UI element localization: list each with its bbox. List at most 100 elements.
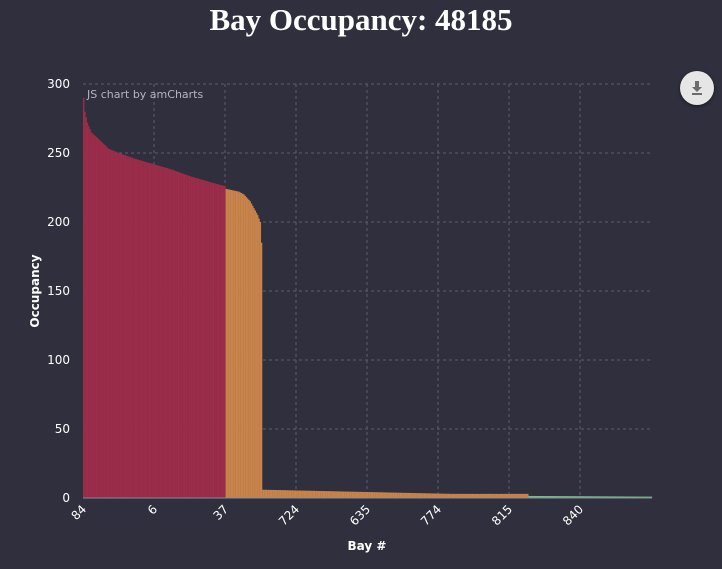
bar[interactable] xyxy=(132,158,134,498)
bar[interactable] xyxy=(643,496,645,498)
bar[interactable] xyxy=(520,493,523,498)
bar[interactable] xyxy=(190,176,192,498)
bar[interactable] xyxy=(435,493,437,499)
bar[interactable] xyxy=(277,490,279,498)
bar[interactable] xyxy=(272,489,274,498)
bar[interactable] xyxy=(465,493,467,498)
bar[interactable] xyxy=(641,496,644,498)
bar[interactable] xyxy=(417,493,419,498)
bar[interactable] xyxy=(178,172,181,498)
bar[interactable] xyxy=(303,490,306,498)
bar[interactable] xyxy=(554,496,557,498)
bar[interactable] xyxy=(291,490,293,498)
bar[interactable] xyxy=(605,496,607,498)
bar[interactable] xyxy=(296,490,298,498)
bar[interactable] xyxy=(523,493,525,498)
bar[interactable] xyxy=(513,493,515,498)
bar[interactable] xyxy=(84,111,86,498)
bar[interactable] xyxy=(122,154,124,498)
bar[interactable] xyxy=(239,192,241,498)
bar[interactable] xyxy=(625,496,627,498)
bar[interactable] xyxy=(596,496,598,498)
bar[interactable] xyxy=(210,182,212,498)
bar[interactable] xyxy=(125,155,128,498)
bar[interactable] xyxy=(509,493,511,498)
bar[interactable] xyxy=(450,493,452,498)
bar[interactable] xyxy=(89,129,91,498)
bar[interactable] xyxy=(389,492,391,498)
bar[interactable] xyxy=(156,165,158,498)
bar[interactable] xyxy=(384,492,386,498)
bar[interactable] xyxy=(397,492,399,498)
bar[interactable] xyxy=(542,496,544,498)
bar[interactable] xyxy=(209,181,211,499)
bar[interactable] xyxy=(346,491,349,498)
bar[interactable] xyxy=(582,496,585,498)
bar[interactable] xyxy=(379,492,381,498)
bar[interactable] xyxy=(214,183,216,499)
bar[interactable] xyxy=(576,496,578,498)
bar[interactable] xyxy=(553,496,555,498)
bar[interactable] xyxy=(407,492,409,498)
bar[interactable] xyxy=(316,490,318,498)
bar[interactable] xyxy=(334,491,336,498)
bar[interactable] xyxy=(485,493,487,498)
bar[interactable] xyxy=(530,495,533,498)
bar[interactable] xyxy=(591,496,593,498)
bar[interactable] xyxy=(149,163,152,499)
bar[interactable] xyxy=(315,490,317,498)
bar[interactable] xyxy=(137,159,139,498)
bar[interactable] xyxy=(443,493,446,498)
bar[interactable] xyxy=(119,153,121,498)
bar[interactable] xyxy=(142,161,144,498)
bar[interactable] xyxy=(279,490,282,498)
bar[interactable] xyxy=(108,148,110,499)
bar[interactable] xyxy=(223,185,225,498)
bar[interactable] xyxy=(626,496,629,498)
bar[interactable] xyxy=(424,493,427,498)
bar[interactable] xyxy=(331,491,333,498)
bar[interactable] xyxy=(375,492,378,498)
bar[interactable] xyxy=(248,199,250,499)
bar[interactable] xyxy=(288,490,291,498)
bar[interactable] xyxy=(549,496,552,498)
bar[interactable] xyxy=(480,493,482,498)
bar[interactable] xyxy=(631,496,634,498)
bar[interactable] xyxy=(260,242,263,498)
bar[interactable] xyxy=(636,496,639,498)
bar[interactable] xyxy=(533,495,535,498)
bar[interactable] xyxy=(585,496,587,498)
bar[interactable] xyxy=(335,491,337,498)
bar[interactable] xyxy=(461,493,463,498)
bar[interactable] xyxy=(264,489,267,498)
bar[interactable] xyxy=(135,159,138,498)
bar[interactable] xyxy=(93,134,95,498)
bar[interactable] xyxy=(500,493,503,498)
bar[interactable] xyxy=(148,162,151,498)
bar[interactable] xyxy=(330,491,332,498)
bar[interactable] xyxy=(230,189,233,499)
bar[interactable] xyxy=(649,496,651,498)
bar[interactable] xyxy=(168,168,171,498)
bar[interactable] xyxy=(528,495,530,498)
bar[interactable] xyxy=(527,493,529,498)
bar[interactable] xyxy=(645,496,648,498)
bar[interactable] xyxy=(123,154,125,498)
bar[interactable] xyxy=(398,492,400,498)
bar[interactable] xyxy=(609,496,611,498)
bar[interactable] xyxy=(267,489,269,498)
bar[interactable] xyxy=(392,492,394,498)
bar[interactable] xyxy=(286,490,288,498)
bar[interactable] xyxy=(318,490,321,498)
bar[interactable] xyxy=(130,157,133,498)
bar[interactable] xyxy=(617,496,620,498)
bar[interactable] xyxy=(321,491,323,498)
bar[interactable] xyxy=(408,492,410,498)
bar[interactable] xyxy=(344,491,346,498)
bar[interactable] xyxy=(378,492,380,498)
bar[interactable] xyxy=(640,496,643,498)
bar[interactable] xyxy=(345,491,347,498)
bar[interactable] xyxy=(547,496,549,498)
bar[interactable] xyxy=(212,183,215,498)
bar[interactable] xyxy=(252,205,254,498)
